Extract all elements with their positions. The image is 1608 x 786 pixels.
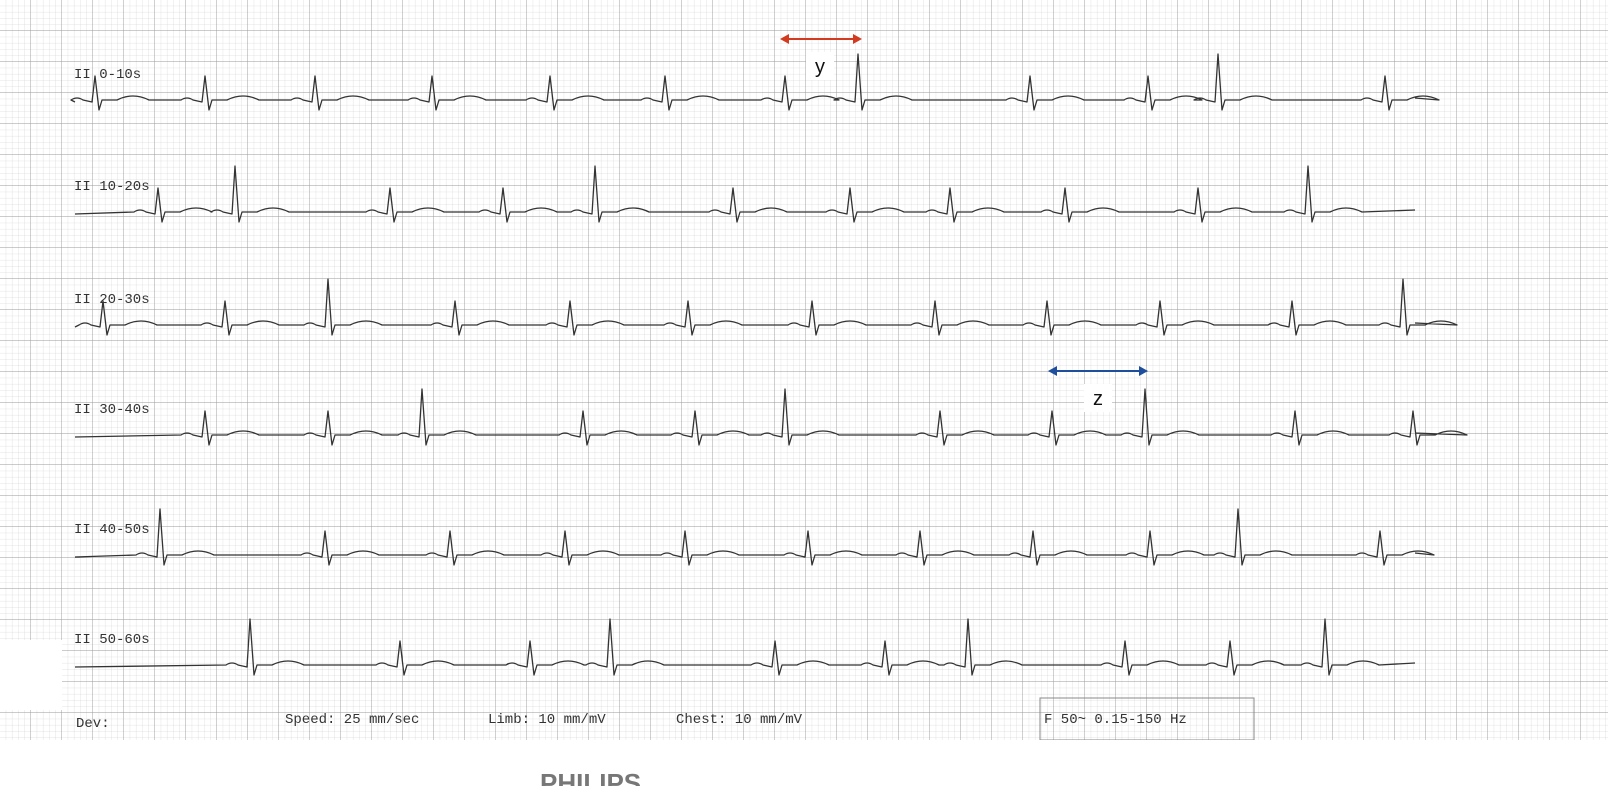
row-label: II 20-30s xyxy=(74,292,150,308)
row-label: II 50-60s xyxy=(74,632,150,648)
grid-paper xyxy=(0,0,1608,740)
footer-limb: Limb: 10 mm/mV xyxy=(488,712,606,728)
label-box-y xyxy=(806,52,834,80)
row-labels: II 0-10s II 10-20s II 20-30s II 30-40s II 40… xyxy=(74,67,150,648)
footer-speed: Speed: 25 mm/sec xyxy=(285,712,419,728)
footer-brand: PHILIPS xyxy=(540,768,641,786)
annotation-z: z xyxy=(1093,388,1103,410)
row-label: II 40-50s xyxy=(74,522,150,538)
annotation-y: y xyxy=(815,56,825,78)
footer-chest: Chest: 10 mm/mV xyxy=(676,712,803,728)
ecg-trace xyxy=(74,388,1468,446)
ecg-trace xyxy=(70,53,1440,111)
arrow-heads-y xyxy=(780,34,862,44)
ecg-trace xyxy=(74,618,1416,676)
row-label: II 10-20s xyxy=(74,179,150,195)
label-box-z xyxy=(1084,384,1112,412)
ecg-trace xyxy=(74,508,1435,566)
footer-filter: F 50~ 0.15-150 Hz xyxy=(1044,712,1187,728)
row-label: II 0-10s xyxy=(74,67,141,83)
ecg-trace xyxy=(74,278,1458,336)
row-label: II 30-40s xyxy=(74,402,150,418)
traces xyxy=(70,53,1468,676)
paper-margin xyxy=(0,740,1608,786)
paper-blank xyxy=(0,640,62,710)
footer-device: Dev: xyxy=(76,716,110,732)
ecg-trace xyxy=(74,165,1416,223)
